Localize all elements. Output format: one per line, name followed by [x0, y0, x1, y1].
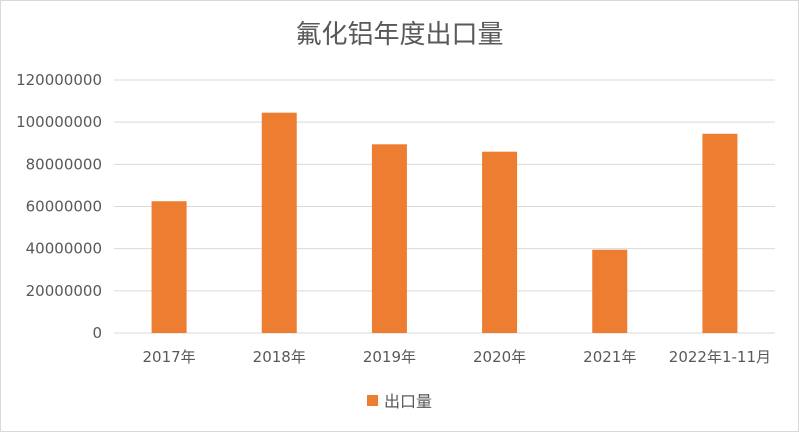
- legend-label: 出口量: [383, 392, 432, 411]
- bar: [702, 133, 738, 333]
- y-tick-label: 80000000: [26, 155, 102, 173]
- x-tick-label: 2019年: [363, 348, 416, 366]
- y-tick-label: 120000000: [16, 71, 102, 89]
- bar: [371, 144, 407, 333]
- x-tick-label: 2020年: [473, 348, 526, 366]
- y-tick-label: 60000000: [26, 198, 102, 216]
- chart-title: 氟化铝年度出口量: [295, 20, 504, 50]
- bars: [151, 112, 738, 333]
- y-axis-labels: 0 20000000 40000000 60000000 80000000 1000000…: [16, 71, 102, 342]
- x-tick-label: 2017年: [142, 348, 195, 366]
- y-tick-label: 0: [92, 324, 102, 342]
- y-tick-label: 100000000: [16, 113, 102, 131]
- y-tick-label: 20000000: [26, 282, 102, 300]
- legend-swatch: [366, 394, 378, 406]
- legend: 出口量: [0, 388, 799, 412]
- bar: [482, 151, 518, 333]
- gridlines: [114, 79, 775, 334]
- y-tick-label: 40000000: [26, 240, 102, 258]
- bar: [261, 112, 297, 333]
- x-axis-labels: 2017年 2018年 2019年 2020年 2021年 2022年1-11月: [142, 348, 771, 366]
- x-tick-label: 2018年: [253, 348, 306, 366]
- bar: [151, 201, 187, 333]
- x-tick-label: 2021年: [583, 348, 636, 366]
- x-tick-label: 2022年1-11月: [669, 348, 771, 366]
- bar: [592, 249, 628, 333]
